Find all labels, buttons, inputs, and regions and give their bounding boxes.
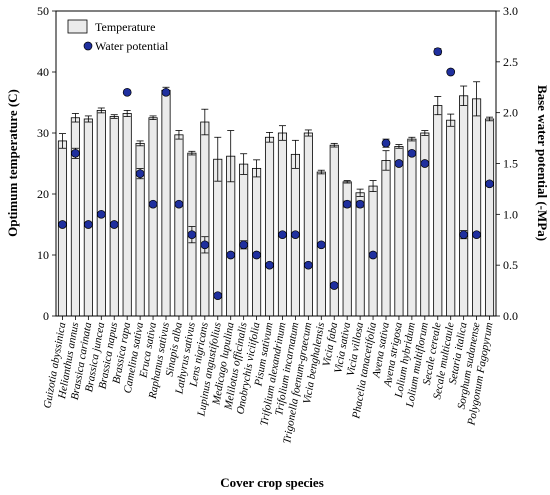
- temperature-bar: [381, 160, 391, 317]
- bars-group: [57, 81, 495, 317]
- temperature-bar: [407, 138, 417, 317]
- water-potential-point: [200, 240, 210, 250]
- water-potential-point: [174, 199, 184, 209]
- water-potential-point: [472, 230, 481, 240]
- water-potential-point: [135, 169, 145, 179]
- temperature-bar: [252, 167, 262, 317]
- temperature-bar: [174, 134, 184, 317]
- x-axis-title: Cover crop species: [220, 475, 324, 490]
- water-potential-point: [148, 199, 158, 209]
- y-tick-label: 50: [37, 4, 49, 18]
- water-potential-point: [459, 230, 468, 240]
- temperature-bar: [329, 144, 339, 317]
- water-potential-point: [84, 220, 93, 229]
- water-potential-point: [239, 240, 248, 250]
- water-potential-point: [122, 87, 132, 97]
- water-potential-point: [213, 291, 223, 301]
- temperature-bar: [264, 136, 275, 317]
- water-potential-point: [109, 220, 119, 229]
- water-potential-point: [446, 67, 456, 77]
- y2-axis-title: Base water potential (-MPa): [535, 85, 550, 241]
- water-potential-point: [355, 199, 365, 209]
- y2-tick-label: 2.0: [503, 106, 518, 120]
- legend-dot-label: Water potential: [95, 39, 169, 53]
- temperature-bar: [200, 121, 210, 317]
- y-axis-title: Optimum temperature (C): [5, 89, 20, 237]
- plot-frame: [55, 10, 497, 317]
- legend-bar-swatch: [67, 19, 88, 34]
- y-tick-label: 10: [37, 248, 49, 262]
- water-potential-point: [58, 220, 67, 229]
- temperature-bar: [83, 118, 93, 317]
- temperature-bar: [459, 95, 469, 317]
- y2-tick-label: 2.5: [503, 55, 518, 69]
- legend-bar-label: Temperature: [95, 20, 155, 34]
- y-tick-label: 30: [37, 126, 49, 140]
- legend: Temperature Water potential: [67, 19, 169, 53]
- temperature-bar: [239, 163, 249, 317]
- y2-tick-label: 1.5: [503, 157, 518, 171]
- water-potential-point: [291, 230, 300, 240]
- water-potential-point: [265, 260, 274, 270]
- water-potential-point: [187, 230, 197, 240]
- y-tick-label: 40: [37, 65, 49, 79]
- water-potential-point: [394, 159, 404, 168]
- y-tick-label: 0: [43, 309, 49, 323]
- water-potential-point: [381, 138, 391, 148]
- temperature-bar: [161, 89, 171, 317]
- temperature-bar: [446, 119, 456, 317]
- water-potential-point: [252, 250, 261, 260]
- water-potential-point: [407, 148, 417, 158]
- temperature-bar: [355, 192, 365, 317]
- temperature-bar: [303, 132, 313, 317]
- y2-tick-label: 0.0: [503, 309, 518, 323]
- temperature-bar: [433, 105, 443, 317]
- legend-dot-swatch: [83, 41, 93, 51]
- temperature-bar: [70, 117, 80, 317]
- water-potential-point: [485, 179, 494, 189]
- temperature-bar: [122, 113, 132, 317]
- water-potential-point: [420, 159, 430, 168]
- water-potential-point: [96, 209, 106, 219]
- temperature-bar: [394, 146, 404, 317]
- temperature-bar: [484, 118, 495, 317]
- y-tick-label: 20: [37, 187, 49, 201]
- y2-tick-label: 1.0: [503, 207, 518, 221]
- water-potential-point: [71, 148, 80, 158]
- temperature-bar: [277, 132, 288, 317]
- y2-tick-label: 3.0: [503, 4, 518, 18]
- dots-group: [58, 47, 494, 301]
- water-potential-point: [278, 230, 287, 240]
- temperature-bar: [472, 98, 482, 317]
- temperature-bar: [109, 116, 119, 317]
- y2-tick-label: 0.5: [503, 258, 518, 272]
- water-potential-point: [316, 240, 326, 250]
- water-potential-point: [226, 250, 236, 260]
- water-potential-point: [304, 260, 313, 270]
- water-potential-point: [161, 87, 171, 97]
- water-potential-point: [329, 281, 339, 290]
- water-potential-point: [342, 199, 352, 209]
- temperature-bar: [148, 117, 158, 317]
- water-potential-point: [368, 250, 378, 260]
- water-potential-point: [433, 47, 443, 57]
